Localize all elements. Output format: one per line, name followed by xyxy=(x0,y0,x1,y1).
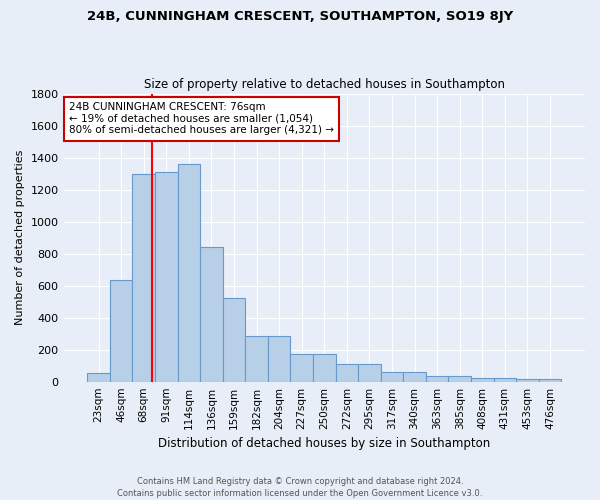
Bar xyxy=(110,280,133,382)
Bar xyxy=(471,378,494,382)
Bar xyxy=(539,380,561,382)
Bar xyxy=(494,378,516,382)
Title: Size of property relative to detached houses in Southampton: Size of property relative to detached ho… xyxy=(144,78,505,91)
Bar xyxy=(268,336,290,382)
Y-axis label: Number of detached properties: Number of detached properties xyxy=(15,150,25,326)
Text: 24B, CUNNINGHAM CRESCENT, SOUTHAMPTON, SO19 8JY: 24B, CUNNINGHAM CRESCENT, SOUTHAMPTON, S… xyxy=(87,10,513,23)
Bar xyxy=(200,247,223,382)
Bar xyxy=(381,372,403,382)
Bar xyxy=(358,364,381,382)
Bar xyxy=(178,164,200,382)
Bar xyxy=(87,373,110,382)
Bar xyxy=(155,172,178,382)
Bar xyxy=(516,380,539,382)
Text: Contains HM Land Registry data © Crown copyright and database right 2024.
Contai: Contains HM Land Registry data © Crown c… xyxy=(118,476,482,498)
Bar xyxy=(313,354,335,382)
Bar xyxy=(335,364,358,382)
Text: 24B CUNNINGHAM CRESCENT: 76sqm
← 19% of detached houses are smaller (1,054)
80% : 24B CUNNINGHAM CRESCENT: 76sqm ← 19% of … xyxy=(69,102,334,136)
X-axis label: Distribution of detached houses by size in Southampton: Distribution of detached houses by size … xyxy=(158,437,490,450)
Bar xyxy=(223,298,245,382)
Bar xyxy=(133,174,155,382)
Bar xyxy=(245,336,268,382)
Bar xyxy=(290,354,313,382)
Bar xyxy=(403,372,426,382)
Bar xyxy=(426,376,448,382)
Bar xyxy=(448,376,471,382)
